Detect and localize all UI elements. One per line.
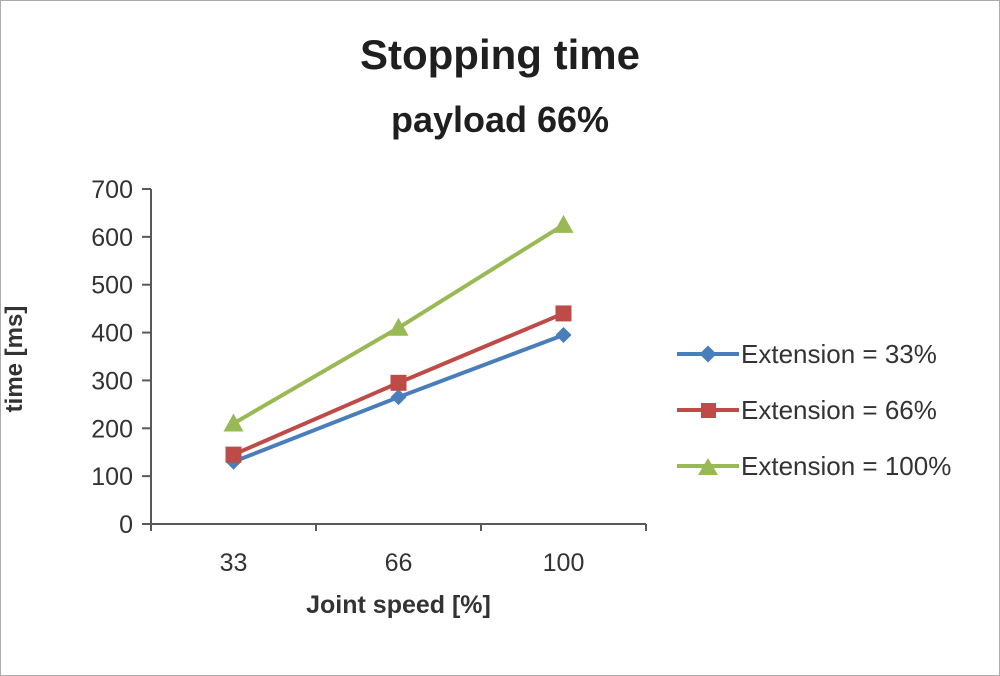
chart-subtitle: payload 66% [390, 99, 610, 140]
legend-sample [677, 344, 739, 364]
legend-entry: Extension = 100% [677, 449, 997, 483]
x-tick-label: 66 [385, 549, 413, 577]
diamond-marker [555, 326, 572, 343]
chart-title: Stopping time [360, 31, 640, 78]
x-axis-title: Joint speed [%] [306, 591, 491, 619]
triangle-marker [223, 413, 244, 432]
y-tick-label: 0 [119, 511, 133, 539]
triangle-marker [388, 317, 409, 336]
legend-label: Extension = 66% [741, 394, 937, 425]
legend-sample [677, 456, 739, 476]
triangle-marker-icon [698, 457, 718, 475]
legend-label: Extension = 33% [741, 338, 937, 369]
y-tick-label: 700 [91, 176, 133, 204]
legend-entry: Extension = 33% [677, 337, 997, 371]
x-tick-label: 33 [220, 549, 248, 577]
y-tick-label: 600 [91, 224, 133, 252]
x-tick-label: 100 [543, 549, 585, 577]
legend-entry: Extension = 66% [677, 393, 997, 427]
series-square [225, 305, 572, 463]
legend-sample [677, 400, 739, 420]
legend-label: Extension = 100% [741, 450, 952, 481]
y-tick-label: 400 [91, 320, 133, 348]
square-marker [225, 446, 242, 463]
y-tick-label: 100 [91, 463, 133, 491]
y-tick-label: 200 [91, 415, 133, 443]
triangle-marker [553, 214, 574, 233]
y-tick-label: 300 [91, 367, 133, 395]
y-tick-label: 500 [91, 272, 133, 300]
diamond-marker [390, 389, 407, 406]
square-marker-icon [700, 402, 716, 418]
square-marker [390, 374, 407, 391]
axes: 0 100 200 300 400 500 600 700 33 66 100 [91, 176, 647, 577]
diamond-marker-icon [699, 345, 717, 363]
legend: Extension = 33% Extension = 66% Extension … [677, 337, 997, 483]
square-marker [555, 305, 572, 322]
series-triangle [223, 214, 574, 432]
